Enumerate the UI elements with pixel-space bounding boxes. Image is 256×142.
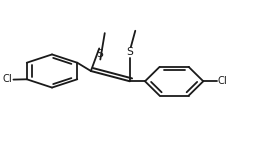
- Text: S: S: [96, 49, 103, 59]
- Text: Cl: Cl: [3, 74, 12, 84]
- Text: S: S: [126, 47, 133, 57]
- Text: Cl: Cl: [218, 76, 227, 86]
